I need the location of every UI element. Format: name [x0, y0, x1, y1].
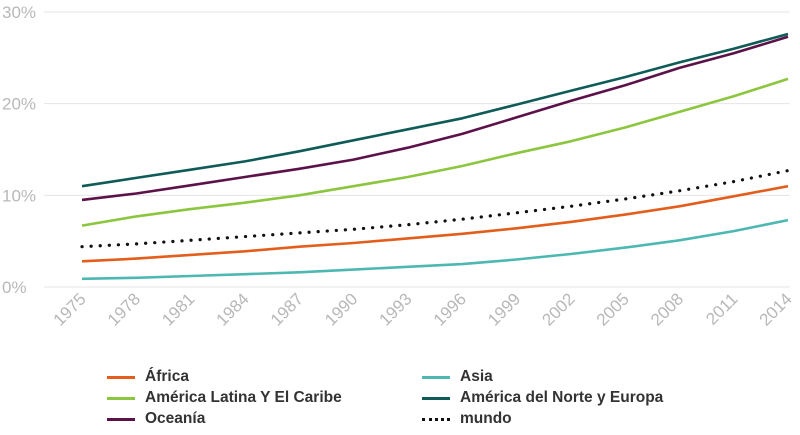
gridlines: [44, 11, 790, 288]
y-axis-ticks: 0% 10% 20% 30%: [2, 3, 36, 297]
x-tick-label: 2011: [702, 289, 741, 328]
series-line-mundo: [80, 169, 790, 249]
series-line-oceania: [81, 35, 789, 202]
x-tick-label: 1993: [375, 289, 415, 329]
legend-swatch-africa: [107, 375, 135, 379]
legend-swatch-oceania: [107, 417, 135, 421]
x-tick-label: 1990: [321, 289, 361, 329]
x-tick-label: 1987: [267, 289, 307, 329]
y-tick-label: 10%: [2, 186, 36, 205]
series-line-africa: [81, 184, 789, 263]
y-tick-label: 20%: [2, 95, 36, 114]
x-tick-label: 2008: [647, 289, 687, 329]
legend-swatch-america-norte-europa: [422, 396, 450, 400]
x-tick-label: 2014: [756, 289, 796, 329]
x-tick-label: 1981: [158, 289, 198, 329]
legend-label-america-latina: América Latina Y El Caribe: [145, 389, 342, 406]
legend-item-america-norte-europa: América del Norte y Europa: [422, 387, 663, 409]
legend-item-africa: África: [107, 366, 189, 388]
y-tick-label: 30%: [2, 3, 36, 22]
x-tick-label: 1984: [213, 289, 253, 329]
y-tick-label: 0%: [2, 278, 27, 297]
legend-label-oceania: Oceanía: [145, 410, 206, 427]
x-tick-label: 1978: [104, 289, 144, 329]
legend-item-oceania: Oceanía: [107, 408, 205, 430]
series-line-america-latina: [81, 77, 789, 227]
legend-label-africa: África: [145, 368, 189, 385]
legend: África Asia América Latina Y El Caribe A…: [0, 360, 800, 435]
legend-label-america-norte-europa: América del Norte y Europa: [460, 389, 664, 406]
line-chart: 0% 10% 20% 30% 1975 1978 1981 1984 1987 1990 1993…: [2, 3, 796, 330]
legend-swatch-asia: [422, 375, 450, 379]
series-line-america-norte-europa: [81, 32, 789, 188]
legend-swatch-america-latina: [107, 396, 135, 400]
legend-swatch-mundo: [422, 417, 450, 421]
x-tick-label: 2005: [593, 289, 633, 329]
legend-label-asia: Asia: [460, 368, 493, 385]
legend-item-mundo: mundo: [422, 408, 512, 430]
series-line-asia: [81, 218, 789, 281]
x-tick-label: 1996: [430, 289, 470, 329]
legend-label-mundo: mundo: [460, 410, 512, 427]
x-tick-label: 1999: [484, 289, 524, 329]
legend-item-asia: Asia: [422, 366, 493, 388]
legend-item-america-latina: América Latina Y El Caribe: [107, 387, 342, 409]
x-axis-ticks: 1975 1978 1981 1984 1987 1990 1993 1996 1999 2002…: [50, 289, 796, 329]
series-lines: [80, 32, 790, 281]
x-tick-label: 2002: [538, 289, 578, 329]
x-tick-label: 1975: [50, 289, 90, 329]
